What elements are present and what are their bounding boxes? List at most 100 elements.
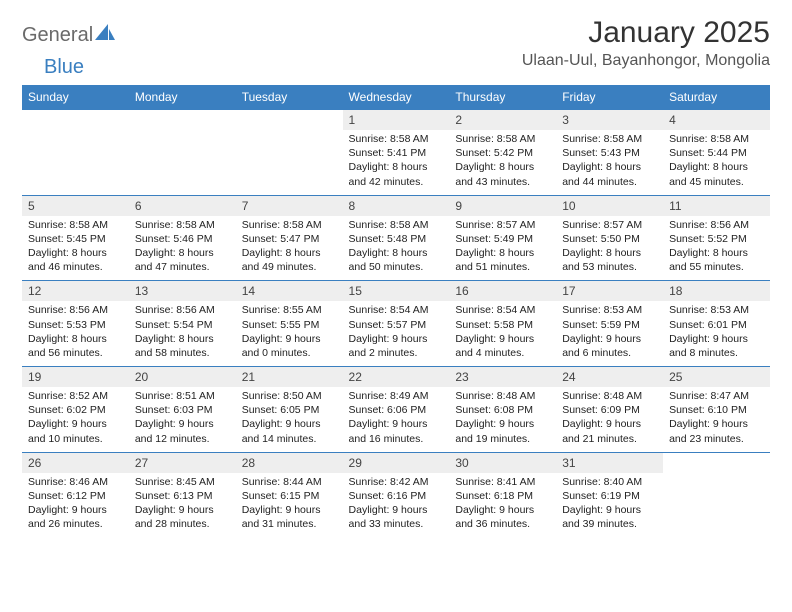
daylight-text-2: and 16 minutes. [349,432,444,446]
sunrise-text: Sunrise: 8:57 AM [562,218,657,232]
sunset-text: Sunset: 5:48 PM [349,232,444,246]
sunrise-text: Sunrise: 8:58 AM [349,132,444,146]
daylight-text-1: Daylight: 9 hours [242,417,337,431]
day-number-cell [236,110,343,131]
day-detail-cell: Sunrise: 8:47 AMSunset: 6:10 PMDaylight:… [663,387,770,452]
day-number-cell: 1 [343,110,450,131]
sunset-text: Sunset: 5:52 PM [669,232,764,246]
daynum-row: 1234 [22,110,770,131]
day-detail-cell: Sunrise: 8:46 AMSunset: 6:12 PMDaylight:… [22,473,129,538]
dayhead-sunday: Sunday [22,85,129,110]
daylight-text-1: Daylight: 8 hours [135,246,230,260]
daylight-text-2: and 26 minutes. [28,517,123,531]
month-title: January 2025 [522,16,770,50]
day-number-cell: 10 [556,195,663,216]
day-detail-cell: Sunrise: 8:57 AMSunset: 5:49 PMDaylight:… [449,216,556,281]
daylight-text-1: Daylight: 9 hours [562,503,657,517]
daylight-text-2: and 12 minutes. [135,432,230,446]
sunset-text: Sunset: 5:59 PM [562,318,657,332]
sunset-text: Sunset: 5:46 PM [135,232,230,246]
day-number-cell: 27 [129,452,236,473]
daylight-text-1: Daylight: 8 hours [669,246,764,260]
day-detail-cell: Sunrise: 8:48 AMSunset: 6:08 PMDaylight:… [449,387,556,452]
day-number-cell: 5 [22,195,129,216]
daylight-text-2: and 39 minutes. [562,517,657,531]
daylight-text-1: Daylight: 9 hours [349,332,444,346]
daylight-text-1: Daylight: 8 hours [455,246,550,260]
daylight-text-2: and 6 minutes. [562,346,657,360]
day-detail-cell [236,130,343,195]
sunrise-text: Sunrise: 8:53 AM [562,303,657,317]
daylight-text-2: and 31 minutes. [242,517,337,531]
day-detail-cell: Sunrise: 8:58 AMSunset: 5:46 PMDaylight:… [129,216,236,281]
daylight-text-1: Daylight: 8 hours [349,160,444,174]
daylight-text-1: Daylight: 9 hours [669,417,764,431]
daylight-text-2: and 55 minutes. [669,260,764,274]
daylight-text-1: Daylight: 8 hours [28,246,123,260]
daylight-text-2: and 14 minutes. [242,432,337,446]
sunset-text: Sunset: 6:18 PM [455,489,550,503]
day-detail-cell: Sunrise: 8:44 AMSunset: 6:15 PMDaylight:… [236,473,343,538]
day-number-cell: 17 [556,281,663,302]
day-detail-cell: Sunrise: 8:48 AMSunset: 6:09 PMDaylight:… [556,387,663,452]
sunrise-text: Sunrise: 8:52 AM [28,389,123,403]
daylight-text-2: and 58 minutes. [135,346,230,360]
sunrise-text: Sunrise: 8:58 AM [349,218,444,232]
day-number-cell: 18 [663,281,770,302]
sunrise-text: Sunrise: 8:56 AM [669,218,764,232]
daylight-text-2: and 45 minutes. [669,175,764,189]
logo-text-blue: Blue [44,56,84,79]
day-detail-cell: Sunrise: 8:56 AMSunset: 5:53 PMDaylight:… [22,301,129,366]
day-number-cell: 30 [449,452,556,473]
daylight-text-1: Daylight: 8 hours [455,160,550,174]
day-detail-cell: Sunrise: 8:52 AMSunset: 6:02 PMDaylight:… [22,387,129,452]
day-number-cell: 8 [343,195,450,216]
daylight-text-2: and 8 minutes. [669,346,764,360]
daynum-row: 567891011 [22,195,770,216]
sunset-text: Sunset: 5:47 PM [242,232,337,246]
day-detail-cell [129,130,236,195]
daylight-text-2: and 2 minutes. [349,346,444,360]
daynum-row: 262728293031 [22,452,770,473]
sunrise-text: Sunrise: 8:48 AM [455,389,550,403]
dayhead-thursday: Thursday [449,85,556,110]
day-number-cell: 12 [22,281,129,302]
day-detail-cell: Sunrise: 8:54 AMSunset: 5:58 PMDaylight:… [449,301,556,366]
daylight-text-2: and 51 minutes. [455,260,550,274]
sunrise-text: Sunrise: 8:53 AM [669,303,764,317]
sunset-text: Sunset: 6:08 PM [455,403,550,417]
daylight-text-1: Daylight: 9 hours [135,503,230,517]
sunrise-text: Sunrise: 8:58 AM [562,132,657,146]
daylight-text-2: and 56 minutes. [28,346,123,360]
day-detail-cell: Sunrise: 8:54 AMSunset: 5:57 PMDaylight:… [343,301,450,366]
logo-sail-icon [95,24,117,47]
sunset-text: Sunset: 5:44 PM [669,146,764,160]
daylight-text-2: and 36 minutes. [455,517,550,531]
day-detail-cell: Sunrise: 8:58 AMSunset: 5:44 PMDaylight:… [663,130,770,195]
day-number-cell: 19 [22,367,129,388]
daylight-text-2: and 44 minutes. [562,175,657,189]
daynum-row: 12131415161718 [22,281,770,302]
day-detail-cell: Sunrise: 8:50 AMSunset: 6:05 PMDaylight:… [236,387,343,452]
day-detail-cell: Sunrise: 8:42 AMSunset: 6:16 PMDaylight:… [343,473,450,538]
sunset-text: Sunset: 5:54 PM [135,318,230,332]
sunrise-text: Sunrise: 8:56 AM [28,303,123,317]
sunset-text: Sunset: 5:43 PM [562,146,657,160]
daylight-text-1: Daylight: 9 hours [242,503,337,517]
day-detail-cell: Sunrise: 8:45 AMSunset: 6:13 PMDaylight:… [129,473,236,538]
detail-row: Sunrise: 8:58 AMSunset: 5:45 PMDaylight:… [22,216,770,281]
day-detail-cell: Sunrise: 8:41 AMSunset: 6:18 PMDaylight:… [449,473,556,538]
day-number-cell: 9 [449,195,556,216]
daylight-text-2: and 19 minutes. [455,432,550,446]
daylight-text-1: Daylight: 9 hours [242,332,337,346]
sunset-text: Sunset: 6:02 PM [28,403,123,417]
dayhead-saturday: Saturday [663,85,770,110]
sunset-text: Sunset: 6:10 PM [669,403,764,417]
day-number-cell: 13 [129,281,236,302]
sunrise-text: Sunrise: 8:40 AM [562,475,657,489]
detail-row: Sunrise: 8:58 AMSunset: 5:41 PMDaylight:… [22,130,770,195]
daylight-text-2: and 0 minutes. [242,346,337,360]
day-detail-cell: Sunrise: 8:40 AMSunset: 6:19 PMDaylight:… [556,473,663,538]
day-detail-cell: Sunrise: 8:55 AMSunset: 5:55 PMDaylight:… [236,301,343,366]
daylight-text-2: and 50 minutes. [349,260,444,274]
